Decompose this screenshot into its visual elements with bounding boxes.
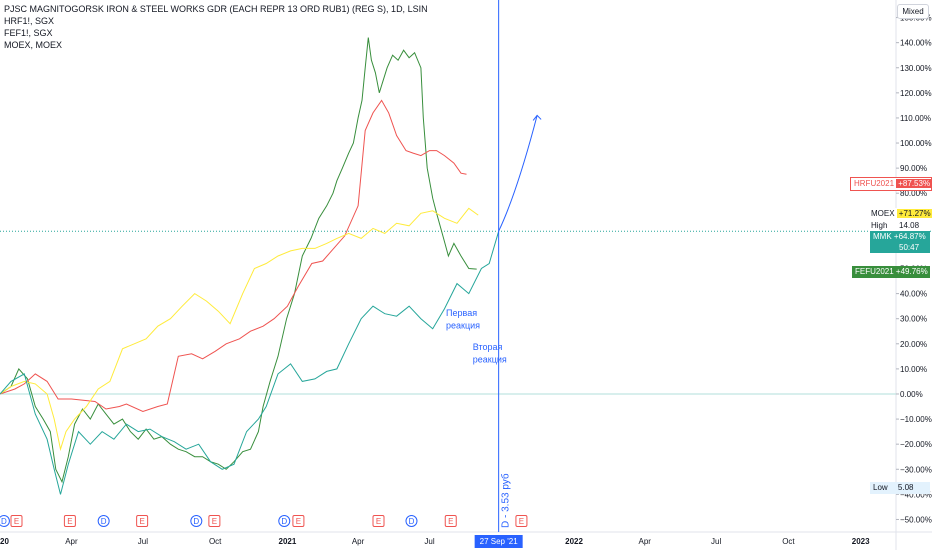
x-tick-label: Oct bbox=[782, 537, 795, 546]
x-tick-label: Oct bbox=[209, 537, 222, 546]
y-tick-label: 20.00% bbox=[900, 340, 927, 349]
x-tick-label: Jul bbox=[138, 537, 148, 546]
earnings-event-label: E bbox=[67, 517, 72, 526]
chart-title: PJSC MAGNITOGORSK IRON & STEEL WORKS GDR… bbox=[4, 4, 428, 14]
overlay-symbol-hrf[interactable]: HRF1!, SGX bbox=[4, 16, 55, 26]
earnings-event-label: E bbox=[519, 517, 524, 526]
x-tick-label: Apr bbox=[638, 537, 651, 546]
dividend-event-label: D bbox=[281, 517, 287, 526]
earnings-event-marker bbox=[292, 515, 305, 527]
earnings-event-marker bbox=[208, 515, 221, 527]
overlay-symbol-moex[interactable]: MOEX, MOEX bbox=[4, 40, 63, 50]
y-tick-label: 100.00% bbox=[900, 139, 932, 148]
annotation-second-line2: реакция bbox=[473, 355, 507, 365]
moex-badge-value: +71.27% bbox=[896, 209, 932, 218]
scale-mode-button[interactable]: Mixed bbox=[897, 4, 929, 19]
y-tick-label: −10.00% bbox=[900, 415, 932, 424]
y-tick-label: 40.00% bbox=[900, 290, 927, 299]
series-line-mmk bbox=[0, 231, 500, 495]
overlay-symbol-fef[interactable]: FEF1!, SGX bbox=[4, 28, 53, 38]
series-line-moex bbox=[0, 207, 479, 452]
crosshair-date-label: 27 Sep '21 bbox=[480, 537, 519, 546]
mmk-price-badge: MMK +64.87% 50:47 bbox=[870, 231, 930, 253]
dividend-event-label: D bbox=[409, 517, 415, 526]
y-tick-label: 120.00% bbox=[900, 89, 932, 98]
earnings-event-label: E bbox=[376, 517, 381, 526]
hrfu-badge-name: HRFU2021 bbox=[854, 179, 895, 188]
forecast-arrow bbox=[498, 115, 538, 232]
y-tick-label: 90.00% bbox=[900, 164, 927, 173]
high-badge: High bbox=[868, 220, 930, 232]
x-tick-label: 2022 bbox=[565, 537, 583, 546]
x-tick-label: Jul bbox=[424, 537, 434, 546]
high-value-label: 14.08 bbox=[899, 221, 920, 230]
x-tick-label: 2023 bbox=[852, 537, 870, 546]
hrfu-badge-value: +87.53% bbox=[896, 179, 932, 188]
y-tick-label: 0.00% bbox=[900, 390, 923, 399]
hrfu-price-badge: HRFU2021 +87.53% bbox=[850, 177, 932, 191]
dividend-event-marker bbox=[190, 515, 203, 527]
dividend-event-marker bbox=[97, 515, 110, 527]
y-tick-label: 10.00% bbox=[900, 365, 927, 374]
dividend-event-label: D bbox=[101, 517, 107, 526]
y-tick-label: 140.00% bbox=[900, 39, 932, 48]
earnings-event-label: E bbox=[139, 517, 144, 526]
high-label: High bbox=[871, 221, 888, 230]
moex-price-badge: MOEX +71.27% bbox=[868, 208, 932, 220]
series-line-hrfu2021 bbox=[0, 99, 467, 413]
annotation-second-line1: Вторая bbox=[473, 342, 503, 352]
fefu-badge-name: FEFU2021 bbox=[855, 267, 894, 276]
crosshair-date-box bbox=[474, 535, 523, 548]
mmk-badge-name: MMK bbox=[873, 232, 892, 241]
earnings-event-marker bbox=[372, 515, 385, 527]
mmk-badge-countdown: 50:47 bbox=[899, 243, 920, 252]
earnings-event-label: E bbox=[14, 517, 19, 526]
dividend-event-marker bbox=[405, 515, 418, 527]
low-value: 5.08 bbox=[897, 483, 914, 492]
annotation-first-line2: реакция bbox=[446, 321, 480, 331]
earnings-event-marker bbox=[63, 515, 76, 527]
y-tick-label: 80.00% bbox=[900, 189, 927, 198]
x-tick-label: Jul bbox=[711, 537, 721, 546]
earnings-event-label: E bbox=[212, 517, 217, 526]
mmk-badge-value: +64.87% bbox=[893, 232, 926, 241]
low-label: Low bbox=[873, 483, 888, 492]
y-tick-label: −40.00% bbox=[900, 490, 932, 499]
y-tick-label: −30.00% bbox=[900, 465, 932, 474]
x-tick-label: Apr bbox=[352, 537, 365, 546]
earnings-event-label: E bbox=[296, 517, 301, 526]
y-tick-label: −50.00% bbox=[900, 515, 932, 524]
fefu-price-badge: FEFU2021 +49.76% bbox=[852, 266, 930, 278]
x-tick-label: 2021 bbox=[279, 537, 297, 546]
dividend-event-marker bbox=[278, 515, 291, 527]
earnings-event-marker bbox=[515, 515, 528, 527]
earnings-event-label: E bbox=[448, 517, 453, 526]
x-tick-label: Apr bbox=[65, 537, 78, 546]
earnings-event-marker bbox=[136, 515, 149, 527]
y-tick-label: 30.00% bbox=[900, 315, 927, 324]
y-tick-label: −20.00% bbox=[900, 440, 932, 449]
series-line-fefu2021 bbox=[0, 37, 477, 484]
crosshair-vertical-label: D - 3.53 руб bbox=[500, 473, 512, 528]
dividend-event-label: D bbox=[193, 517, 199, 526]
x-tick-label: 2020 bbox=[0, 537, 9, 546]
moex-badge-name: MOEX bbox=[871, 209, 895, 218]
y-tick-label: 110.00% bbox=[900, 114, 931, 123]
fefu-badge-value: +49.76% bbox=[895, 267, 928, 276]
earnings-event-marker bbox=[10, 515, 23, 527]
y-tick-label: 130.00% bbox=[900, 64, 932, 73]
low-badge: Low 5.08 bbox=[870, 482, 930, 494]
dividend-event-label: D bbox=[1, 517, 7, 526]
annotation-first-line1: Первая bbox=[446, 308, 477, 318]
forecast-arrowhead bbox=[532, 114, 542, 121]
dividend-event-marker bbox=[0, 515, 10, 527]
earnings-event-marker bbox=[444, 515, 457, 527]
